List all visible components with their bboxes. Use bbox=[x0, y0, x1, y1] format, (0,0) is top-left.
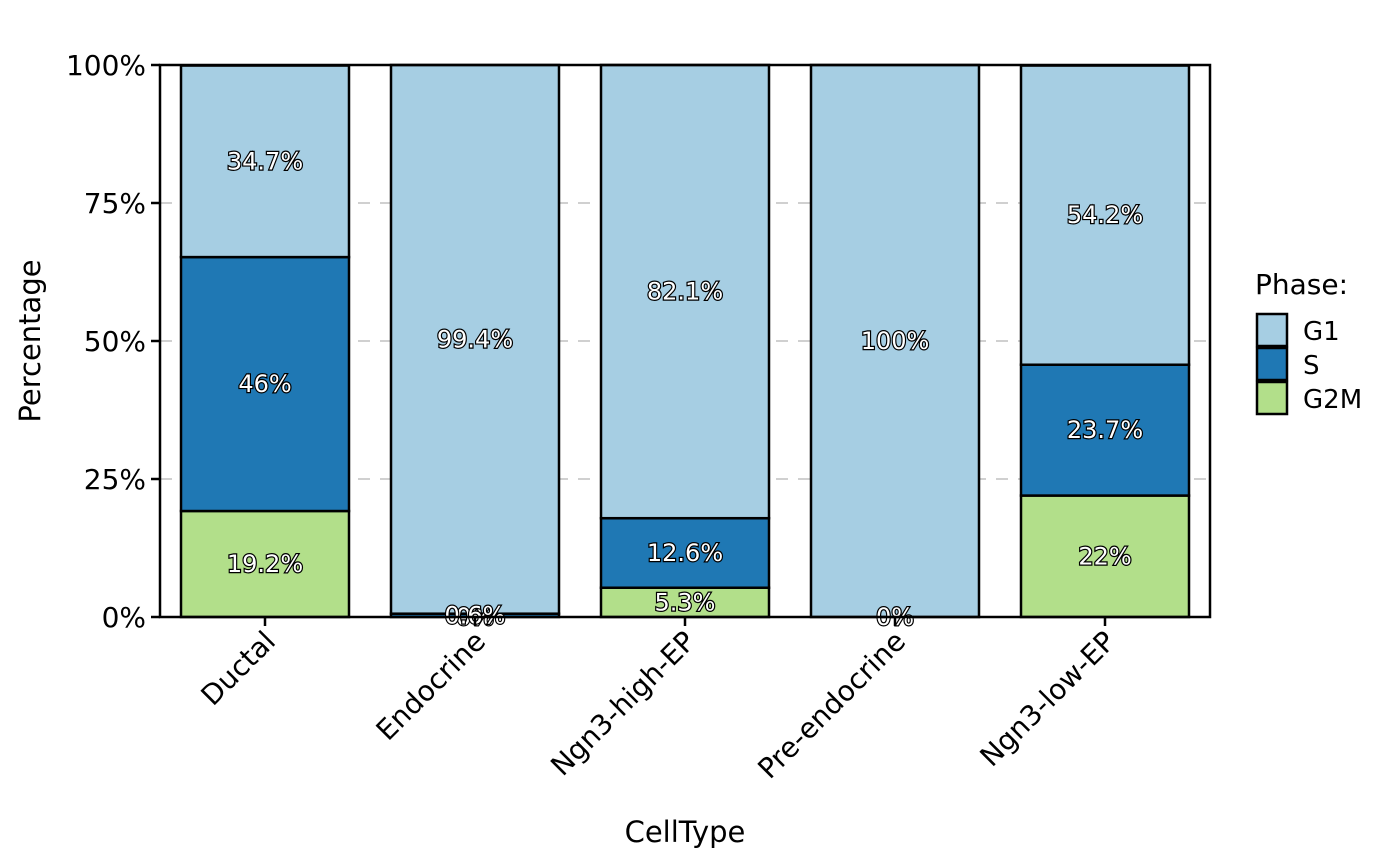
bar-segment-g1 bbox=[599, 63, 771, 520]
data-label: 22% bbox=[1078, 542, 1131, 570]
bar-segment-g2m bbox=[1019, 494, 1191, 619]
legend: Phase: G1 S G2M bbox=[1255, 268, 1362, 416]
data-label: 34.7% bbox=[227, 147, 303, 175]
data-label: 19.2% bbox=[227, 550, 303, 578]
data-label: 12.6% bbox=[647, 539, 723, 567]
x-tick-label: Ngn3-low-EP bbox=[974, 625, 1122, 773]
x-axis-title: CellType bbox=[625, 815, 746, 849]
y-tick-label: 100% bbox=[66, 49, 146, 82]
legend-title: Phase: bbox=[1255, 268, 1348, 301]
legend-key-s bbox=[1255, 346, 1289, 382]
data-label: 46% bbox=[238, 370, 291, 398]
x-tick-label: Pre-endocrine bbox=[751, 625, 912, 786]
legend-label: S bbox=[1303, 351, 1320, 381]
bar-segment-s bbox=[1019, 363, 1191, 497]
legend-key-g2m bbox=[1255, 380, 1289, 416]
y-tick-label: 25% bbox=[84, 463, 146, 496]
bar-segment-s bbox=[179, 255, 351, 513]
y-tick-label: 0% bbox=[102, 601, 146, 634]
bar-labels: 19.2%46%34.7%0%0.6%99.4%5.3%12.6%82.1%0%… bbox=[226, 146, 1145, 632]
x-tick-label: Endocrine bbox=[370, 625, 492, 747]
data-label: 23.7% bbox=[1067, 416, 1143, 444]
legend-label: G1 bbox=[1303, 317, 1340, 347]
data-label: 99.4% bbox=[437, 325, 513, 353]
bar-segment-g2m bbox=[179, 509, 351, 619]
bar-segment-g1 bbox=[1019, 64, 1191, 366]
y-tick-label: 75% bbox=[84, 187, 146, 220]
data-label: 5.3% bbox=[655, 588, 716, 616]
y-tick-label: 50% bbox=[84, 325, 146, 358]
legend-label: G2M bbox=[1303, 385, 1362, 415]
legend-key-g1 bbox=[1255, 312, 1289, 348]
bar-segment-g1 bbox=[389, 63, 561, 615]
x-tick-label: Ductal bbox=[195, 625, 282, 712]
bar-segment-s bbox=[599, 516, 771, 589]
data-label: 82.1% bbox=[647, 278, 723, 306]
data-label: 100% bbox=[861, 327, 930, 355]
x-tick-label: Ngn3-high-EP bbox=[544, 625, 702, 783]
y-axis-title: Percentage bbox=[13, 259, 47, 422]
data-label: 54.2% bbox=[1067, 201, 1143, 229]
bars bbox=[179, 63, 1191, 619]
bar-segment-g1 bbox=[809, 63, 981, 619]
